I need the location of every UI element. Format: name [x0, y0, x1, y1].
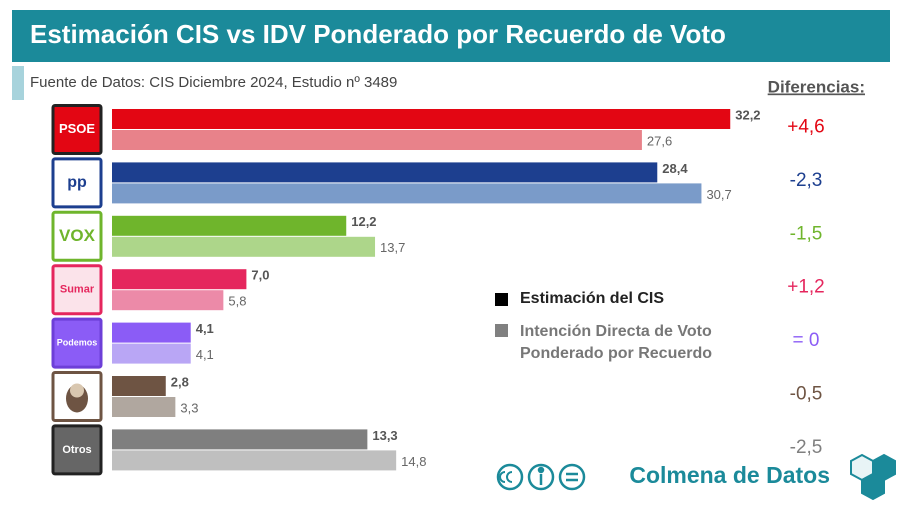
category-logo — [51, 157, 103, 209]
difference-label: -1,5 — [790, 223, 823, 244]
bar — [112, 183, 702, 204]
legend-label: Intención Directa de Voto Ponderado por … — [520, 323, 713, 362]
category-label: Podemos — [57, 337, 98, 347]
value-label: 2,8 — [171, 374, 189, 389]
legend-swatch — [495, 324, 508, 337]
legend-item: Intención Directa de Voto Ponderado por … — [495, 321, 745, 365]
category-label: PSOE — [59, 121, 95, 136]
chart-subtitle: Fuente de Datos: CIS Diciembre 2024, Est… — [30, 74, 397, 91]
bar — [112, 269, 247, 290]
brand: Colmena de Datos — [629, 462, 830, 488]
value-label: 27,6 — [647, 133, 672, 148]
value-label: 5,8 — [228, 294, 246, 309]
bar — [112, 450, 397, 471]
category-label: Sumar — [60, 284, 95, 296]
difference-label: +4,6 — [787, 117, 825, 138]
bar — [112, 376, 166, 396]
bar — [112, 109, 731, 129]
bar — [112, 343, 191, 364]
category-logo — [51, 210, 103, 262]
bar — [112, 215, 347, 236]
value-label: 7,0 — [251, 268, 269, 283]
category-icon — [66, 383, 88, 413]
difference-label: +1,2 — [787, 277, 825, 298]
differences-title: Diferencias: — [768, 77, 865, 96]
bar — [112, 290, 224, 311]
bar — [112, 429, 368, 450]
difference-label: -2,5 — [790, 437, 823, 458]
category-logo — [51, 104, 103, 155]
bar — [112, 130, 642, 150]
legend-swatch — [495, 293, 508, 306]
value-label: 14,8 — [401, 454, 426, 469]
category-logo — [51, 317, 103, 369]
legend-item: Estimación del CIS — [495, 290, 755, 308]
value-label: 4,1 — [196, 321, 214, 336]
difference-label: -2,3 — [790, 170, 823, 191]
difference-label: = 0 — [793, 330, 820, 351]
chart-title: Estimación CIS vs IDV Ponderado por Recu… — [30, 19, 726, 49]
value-label: 28,4 — [662, 161, 688, 176]
category-label: Otros — [62, 444, 91, 456]
value-label: 13,7 — [380, 240, 405, 255]
value-label: 32,2 — [735, 107, 760, 122]
legend-label: Estimación del CIS — [520, 290, 665, 307]
bar — [112, 162, 658, 183]
brand-logo — [850, 453, 896, 501]
difference-label: -0,5 — [790, 384, 823, 405]
category-label: pp — [67, 174, 87, 191]
bar — [112, 397, 176, 417]
category-logo — [51, 264, 103, 316]
category-logo — [51, 424, 103, 476]
value-label: 4,1 — [196, 347, 214, 362]
value-label: 13,3 — [372, 428, 397, 443]
subtitle-accent — [12, 66, 24, 100]
category-label: VOX — [59, 226, 96, 245]
title-bar — [12, 10, 890, 62]
value-label: 30,7 — [706, 187, 731, 202]
icon-shape — [70, 383, 84, 398]
license-icons — [496, 463, 586, 491]
value-label: 12,2 — [351, 214, 376, 229]
bar — [112, 322, 191, 343]
bar — [112, 236, 376, 257]
value-label: 3,3 — [180, 400, 198, 415]
